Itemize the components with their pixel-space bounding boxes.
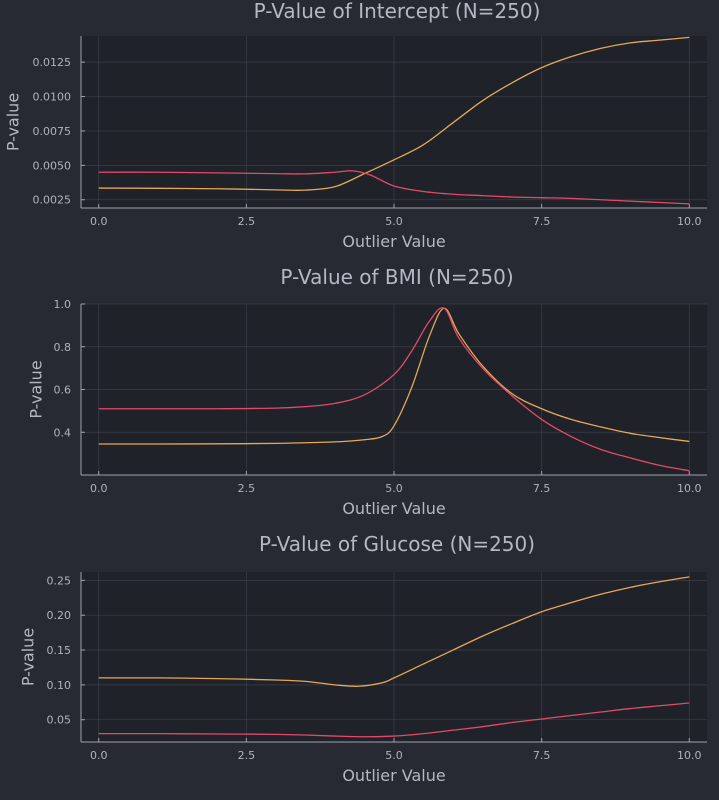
chart-panel-3: 0.0 2.5 5.0 7.5 10.0 0.05 0.10 0.15 0.20 0.25 P-Va…: [19, 532, 707, 785]
x-axis-label: Outlier Value: [342, 766, 445, 785]
chart-panel-1: 0.0 2.5 5.0 7.5 10.0 0.0025 0.0050 0.0075 0.0100…: [4, 0, 707, 251]
y-tick-label: 0.20: [47, 609, 72, 622]
x-tick-label: 2.5: [238, 749, 256, 762]
series-line-1: [98, 576, 690, 687]
chart-title: P-Value of BMI (N=250): [280, 265, 513, 289]
x-tick-label: 7.5: [533, 215, 551, 228]
x-axis-label: Outlier Value: [342, 232, 445, 251]
x-tick-label: 10.0: [677, 482, 702, 495]
series-line-1: [98, 307, 690, 445]
y-tick-label: 1.0: [54, 298, 72, 311]
y-tick-label: 0.4: [54, 426, 72, 439]
y-tick-label: 0.0100: [33, 91, 72, 104]
x-tick-label: 0.0: [90, 215, 108, 228]
x-tick-label: 10.0: [677, 215, 702, 228]
series-line-2: [98, 307, 690, 472]
x-tick-label: 7.5: [533, 749, 551, 762]
x-tick-label: 10.0: [677, 749, 702, 762]
series-line-1: [98, 36, 690, 191]
chart-title: P-Value of Glucose (N=250): [259, 532, 535, 556]
y-axis-label: P-value: [4, 93, 23, 151]
y-axis-label: P-value: [27, 360, 46, 418]
y-tick-label: 0.0050: [33, 159, 72, 172]
series-line-2: [98, 702, 690, 738]
y-tick-label: 0.15: [47, 644, 72, 657]
x-tick-label: 2.5: [238, 482, 256, 495]
x-tick-label: 5.0: [385, 482, 403, 495]
y-tick-label: 0.6: [54, 384, 72, 397]
y-tick-label: 0.10: [47, 679, 72, 692]
y-tick-label: 0.25: [47, 574, 72, 587]
x-tick-label: 0.0: [90, 749, 108, 762]
y-tick-label: 0.8: [54, 341, 72, 354]
x-tick-label: 2.5: [238, 215, 256, 228]
y-tick-label: 0.0025: [33, 194, 72, 207]
x-tick-label: 0.0: [90, 482, 108, 495]
y-axis-label: P-value: [19, 628, 38, 686]
chart-panel-2: 0.0 2.5 5.0 7.5 10.0 0.4 0.6 0.8 1.0 P-Value of B…: [27, 265, 707, 518]
y-tick-label: 0.0075: [33, 125, 72, 138]
y-tick-label: 0.0125: [33, 56, 72, 69]
series-line-2: [98, 170, 690, 205]
x-tick-label: 5.0: [385, 749, 403, 762]
y-tick-label: 0.05: [47, 714, 72, 727]
x-tick-label: 7.5: [533, 482, 551, 495]
x-tick-label: 5.0: [385, 215, 403, 228]
x-axis-label: Outlier Value: [342, 499, 445, 518]
chart-title: P-Value of Intercept (N=250): [254, 0, 541, 23]
